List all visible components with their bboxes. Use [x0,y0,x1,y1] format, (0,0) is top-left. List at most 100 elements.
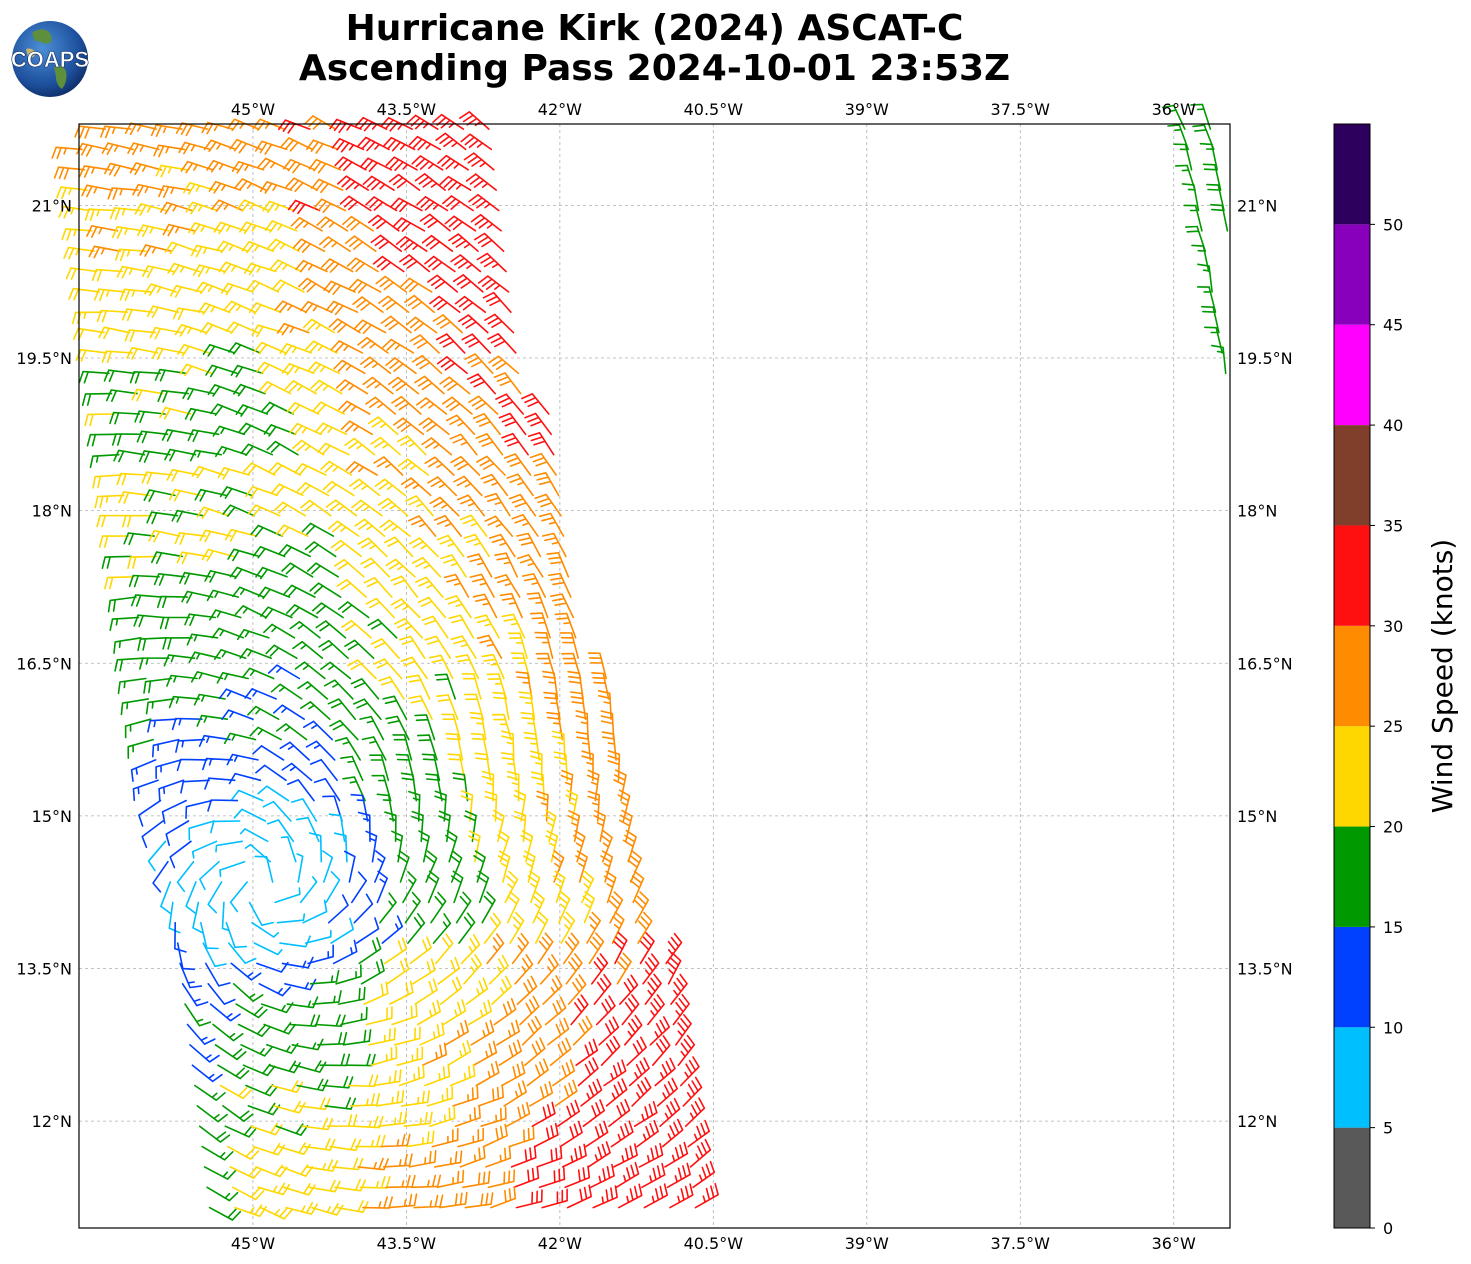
wind-barb [96,514,127,528]
wind-barb [526,1058,549,1087]
wind-barb [63,246,96,260]
wind-barb [380,1133,411,1148]
wind-barb [213,221,247,235]
wind-barb [196,506,230,520]
wind-barb [537,932,554,965]
wind-barb [215,840,243,853]
wind-barb [587,652,607,680]
wind-barb [176,758,208,772]
wind-barb [462,1170,491,1189]
wind-barb [264,220,298,233]
wind-barb [484,515,514,537]
wind-barb [444,215,477,232]
wind-barb [144,283,177,296]
wind-barb [217,467,250,480]
wind-barb [209,609,242,621]
wind-barb [194,1084,226,1101]
wind-barb [551,850,565,883]
wind-barb [237,1023,271,1037]
wind-barb [627,850,642,883]
wind-barb [250,524,283,538]
wind-barb [168,695,201,709]
wind-barb [593,810,606,843]
wind-barb [174,532,207,545]
wind-barb [559,632,579,659]
wind-barb [511,932,530,965]
wind-barb [587,790,601,822]
wind-barb [301,522,335,537]
wind-barb [183,182,216,195]
wind-barb [385,1174,416,1189]
wind-barb [257,157,290,171]
wind-barb [649,1016,670,1046]
wind-barb [416,397,448,415]
wind-barb [258,983,291,997]
wind-barb [575,731,592,761]
wind-barb [334,737,361,761]
wind-barb [464,1192,494,1209]
wind-barb [403,1111,433,1127]
wind-barb [345,1053,376,1067]
wind-barb [484,492,511,517]
wind-barb [1190,103,1212,130]
wind-barb [615,1162,640,1189]
wind-barb [429,496,460,517]
wind-barb [510,652,531,680]
wind-barb [427,274,459,293]
wind-barb [624,1014,643,1046]
wind-barb [216,672,249,684]
wind-barb [552,870,566,904]
wind-barb [472,593,498,619]
wind-barb [231,1186,265,1201]
wind-barb [482,291,512,313]
wind-barb [538,512,565,537]
wind-barb [426,1086,454,1107]
wind-barb [101,350,133,364]
wind-barb [312,401,345,415]
wind-barb [566,1184,592,1209]
wind-barb [398,635,426,659]
wind-barb [84,208,116,222]
wind-barb [161,799,187,824]
wind-barb [439,175,472,191]
lon-label-bottom: 40.5°W [684,1234,744,1253]
wind-barb [527,870,541,904]
wind-barb [138,450,171,463]
wind-barb [363,981,389,1005]
wind-barb [661,1118,684,1148]
wind-barb [279,343,312,356]
wind-barb [469,711,487,741]
wind-barb [544,996,567,1026]
wind-barb [549,1037,572,1066]
wind-barb [100,125,132,139]
wind-barb [619,974,639,1005]
wind-barb [600,850,614,883]
wind-barb [621,994,640,1026]
wind-barb [354,518,386,537]
wind-barb [304,115,337,130]
wind-barb [325,499,358,517]
wind-barb [342,1029,372,1046]
wind-barb [155,759,182,780]
wind-barb [124,718,152,739]
wind-barb [122,514,153,528]
wind-barb [98,326,131,340]
wind-barb [490,1186,517,1209]
wind-barb [350,678,380,700]
wind-barb [433,514,462,537]
wind-barb [415,576,444,598]
wind-barb [450,870,464,904]
wind-barb [659,1097,681,1127]
wind-barb [518,691,536,720]
wind-barb [593,973,612,1005]
wind-barb [360,356,392,375]
wind-barb [489,533,516,558]
wind-barb [134,410,166,424]
wind-barb [299,876,318,904]
wind-barb [338,601,370,619]
wind-barb [631,1077,652,1107]
wind-barb [580,1078,603,1107]
wind-barb [176,942,195,971]
wind-barb [467,553,493,578]
wind-barb [545,830,559,863]
